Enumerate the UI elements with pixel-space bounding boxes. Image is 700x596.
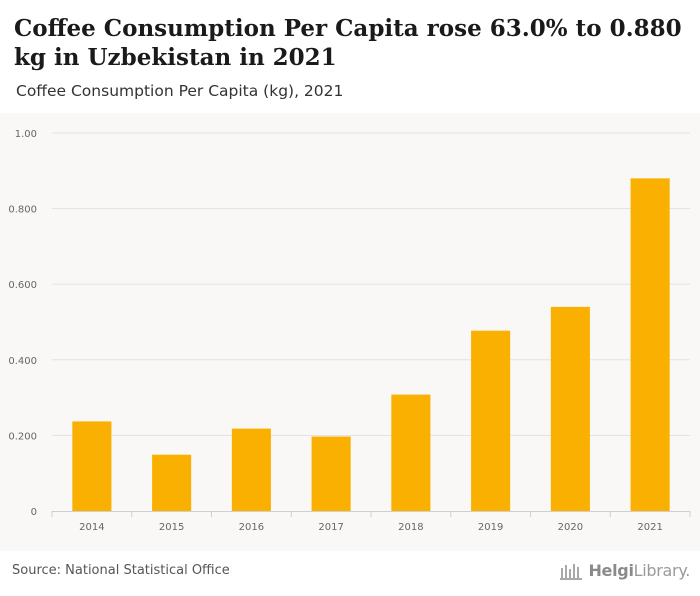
bar-2021 <box>630 178 670 512</box>
y-tick-label: 0.600 <box>8 280 37 291</box>
x-tick-label: 2015 <box>159 522 184 533</box>
logo-text-bold: Helgi <box>588 561 634 580</box>
x-tick-label: 2016 <box>239 522 264 533</box>
bar-2016 <box>231 428 271 511</box>
y-tick-label: 0 <box>31 507 37 518</box>
bar-2018 <box>391 394 431 511</box>
bar-2014 <box>72 421 112 511</box>
logo-text-regular: Library. <box>633 561 691 580</box>
x-tick-label: 2019 <box>478 522 503 533</box>
helgi-library-logo: HelgiLibrary. <box>560 561 690 580</box>
x-tick-label: 2014 <box>79 522 104 533</box>
y-tick-label: 1.00 <box>15 129 37 140</box>
bar-2017 <box>311 436 351 511</box>
chart-subtitle: Coffee Consumption Per Capita (kg), 2021 <box>16 82 344 100</box>
bar-2019 <box>471 330 511 511</box>
library-building-icon <box>560 563 583 580</box>
bar-2015 <box>152 454 192 511</box>
x-tick-label: 2018 <box>398 522 423 533</box>
y-tick-label: 0.200 <box>8 431 37 442</box>
y-tick-label: 0.800 <box>8 205 37 216</box>
source-note: Source: National Statistical Office <box>12 563 230 578</box>
chart-title: Coffee Consumption Per Capita rose 63.0%… <box>14 15 682 71</box>
y-tick-label: 0.400 <box>8 356 37 367</box>
bar-2020 <box>550 306 590 511</box>
x-tick-label: 2020 <box>558 522 583 533</box>
x-tick-label: 2021 <box>637 522 662 533</box>
x-tick-label: 2017 <box>318 522 343 533</box>
